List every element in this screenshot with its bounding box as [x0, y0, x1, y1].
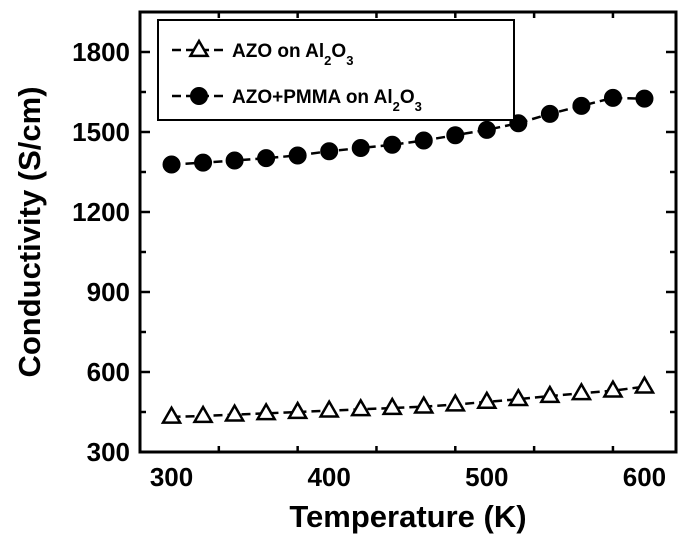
series-azo: [160, 375, 656, 424]
y-tick-label: 1500: [72, 117, 130, 147]
legend-text: AZO+PMMA on Al: [232, 87, 393, 108]
y-axis-title: Conductivity (S/cm): [12, 86, 47, 377]
x-tick-label: 400: [307, 462, 350, 492]
data-point: [255, 401, 277, 421]
axes: 300 400 500 600 300 600 900 1200 1500 1800: [72, 10, 678, 492]
data-point: [477, 120, 496, 139]
data-point: [351, 139, 370, 157]
y-tick-label: 300: [87, 437, 130, 467]
data-point: [570, 381, 593, 401]
data-point: [162, 155, 181, 174]
data-point: [539, 384, 561, 404]
data-point: [446, 126, 465, 145]
y-tick-label: 900: [87, 277, 130, 307]
legend-text: O: [331, 41, 346, 62]
x-axis-title: Temperature (K): [289, 499, 526, 534]
data-point: [349, 397, 372, 417]
data-point: [381, 396, 403, 416]
data-point: [633, 375, 656, 394]
data-point: [572, 96, 591, 115]
x-tick-label: 300: [150, 462, 193, 492]
legend-box: [157, 19, 515, 121]
data-point: [444, 393, 467, 412]
data-point: [414, 131, 433, 150]
data-point: [288, 146, 307, 165]
y-tick-label: 600: [87, 357, 130, 387]
legend-subscript: 2: [324, 53, 331, 68]
legend-label: AZO+PMMA on Al2O3: [232, 87, 422, 114]
legend-text: AZO on Al: [232, 41, 324, 62]
data-point: [413, 395, 435, 414]
data-point: [194, 153, 213, 172]
plot-frame: [138, 10, 678, 454]
data-point: [320, 142, 339, 161]
data-point: [383, 135, 402, 154]
data-point: [160, 405, 183, 424]
series-azo-pmma: [162, 88, 654, 174]
legend-subscript: 2: [393, 99, 400, 114]
data-point: [286, 400, 309, 420]
legend-marker: [188, 38, 210, 58]
series-layer: [160, 88, 656, 424]
data-point: [257, 149, 276, 168]
legend-subscript: 3: [346, 53, 353, 68]
y-tick-label: 1200: [72, 197, 130, 227]
y-tick-label: 1800: [72, 37, 130, 67]
legend-item: AZO+PMMA on Al2O3: [172, 87, 422, 114]
data-point: [225, 151, 244, 170]
data-point: [318, 399, 340, 418]
data-point: [476, 390, 498, 409]
x-tick-label: 500: [465, 462, 508, 492]
data-point: [540, 104, 559, 123]
data-point: [192, 404, 214, 424]
x-tick-label: 600: [623, 462, 666, 492]
data-point: [603, 88, 622, 107]
legend-text: O: [400, 87, 415, 108]
series-line: [171, 96, 645, 166]
legend-label: AZO on Al2O3: [232, 41, 353, 68]
data-point: [223, 403, 246, 422]
data-point: [507, 387, 530, 407]
data-point: [635, 89, 654, 108]
legend-subscript: 3: [415, 99, 422, 114]
legend-marker: [190, 87, 208, 105]
series-line: [171, 385, 645, 419]
data-point: [602, 379, 624, 398]
legend-item: AZO on Al2O3: [172, 38, 353, 68]
